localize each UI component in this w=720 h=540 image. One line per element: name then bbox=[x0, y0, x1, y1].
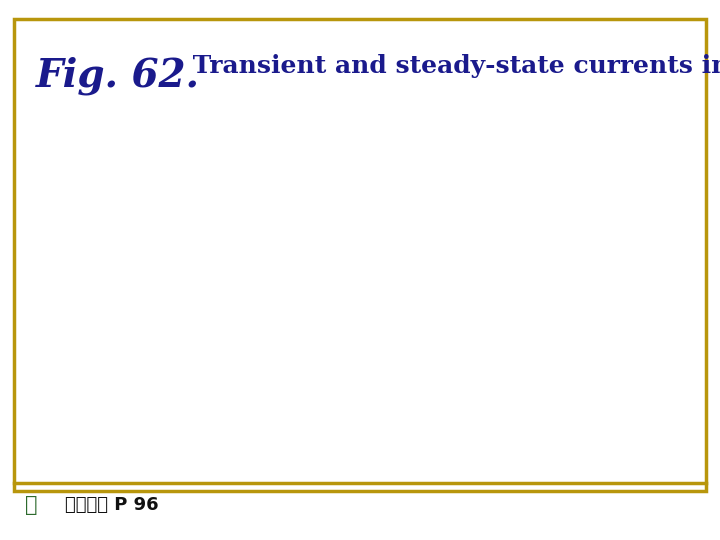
Text: Transient and steady-state currents in Example 1: Transient and steady-state currents in E… bbox=[184, 54, 720, 78]
Text: ⓔ: ⓔ bbox=[24, 495, 37, 515]
Text: 歐亞書局 P 96: 歐亞書局 P 96 bbox=[65, 496, 158, 514]
Text: Fig. 62.: Fig. 62. bbox=[36, 57, 200, 95]
FancyBboxPatch shape bbox=[14, 19, 706, 491]
